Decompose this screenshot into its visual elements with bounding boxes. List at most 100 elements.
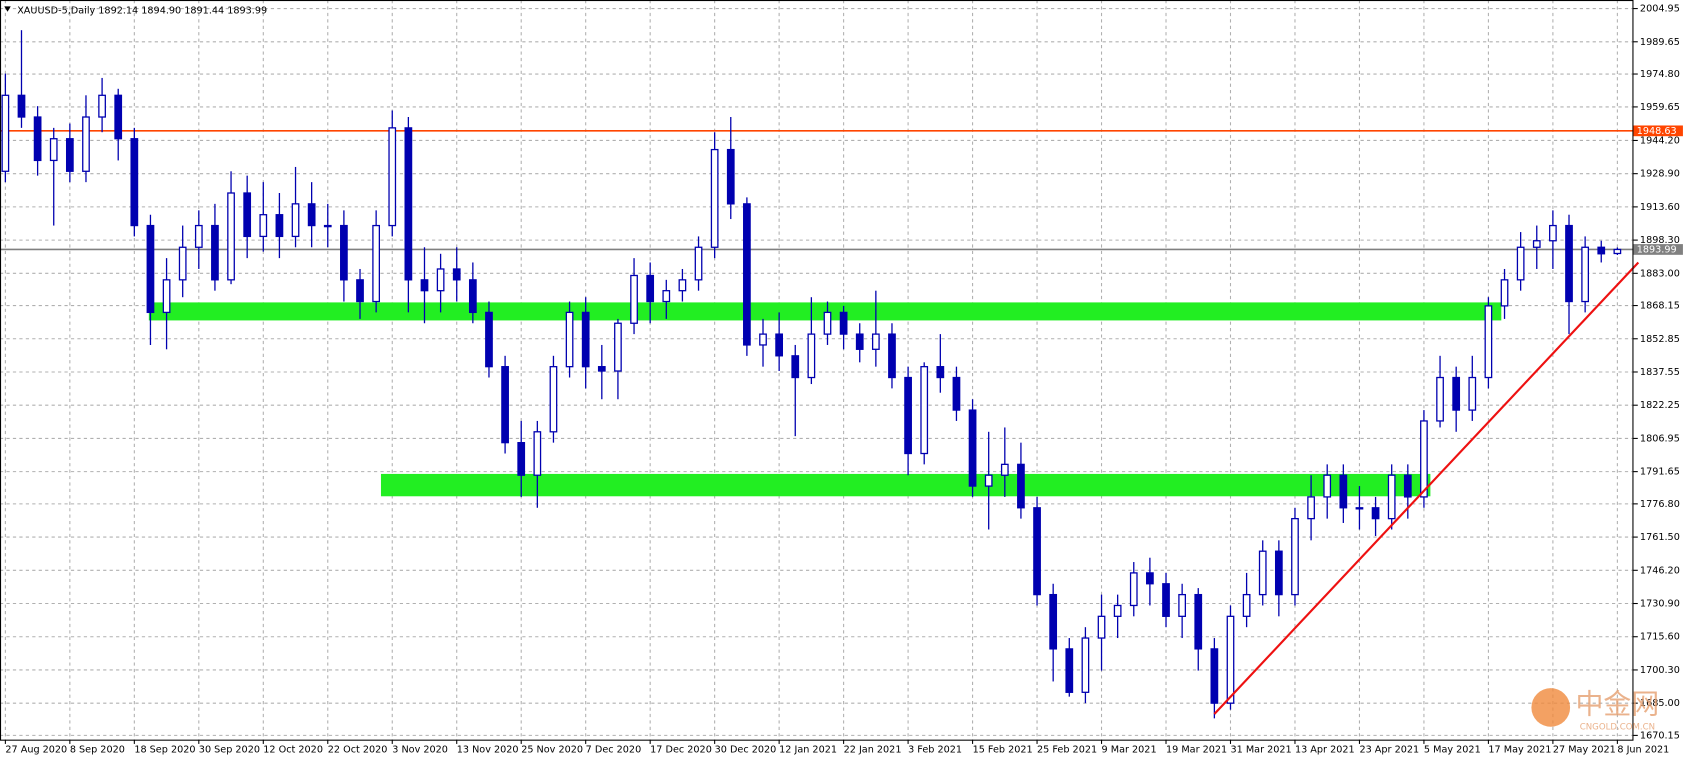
x-tick-label: 25 Nov 2020 — [521, 744, 583, 755]
candle-body — [597, 366, 606, 372]
candle-body — [888, 333, 896, 379]
x-tick-label: 8 Sep 2020 — [70, 744, 125, 755]
candle-body — [678, 279, 687, 292]
candle-body — [98, 94, 106, 118]
candle-body — [871, 333, 880, 350]
x-tick-label: 3 Nov 2020 — [392, 744, 448, 755]
x-tick-label: 22 Oct 2020 — [328, 744, 388, 755]
candle-body — [646, 274, 655, 303]
chart-title: XAUUSD-5,Daily 1892.14 1894.90 1891.44 1… — [17, 6, 267, 17]
x-tick-label: 12 Jan 2021 — [779, 744, 837, 755]
candle-body — [1033, 507, 1041, 596]
y-tick-label: 1837.55 — [1640, 367, 1680, 378]
candle-body — [307, 203, 316, 227]
candle-body — [581, 311, 590, 368]
candle-body — [420, 279, 429, 292]
candle-body — [791, 355, 800, 379]
y-tick-label: 1944.20 — [1640, 135, 1680, 146]
candle-body — [517, 442, 526, 476]
candle-body — [1146, 572, 1154, 585]
y-tick-label: 1898.30 — [1640, 235, 1680, 246]
candle-body — [1, 94, 10, 172]
x-tick-label: 7 Dec 2020 — [586, 744, 642, 755]
candle-body — [243, 192, 252, 238]
x-tick-label: 31 Mar 2021 — [1230, 744, 1291, 755]
x-tick-label: 22 Jan 2021 — [844, 744, 902, 755]
grid-layer — [0, 0, 1634, 740]
candle-body — [759, 333, 767, 346]
candle-body — [710, 148, 719, 248]
candle-body — [1581, 246, 1589, 303]
candle-body — [1017, 463, 1025, 509]
x-tick-label: 17 May 2021 — [1488, 744, 1551, 755]
x-tick-label: 13 Apr 2021 — [1295, 744, 1355, 755]
x-tick-label: 25 Feb 2021 — [1037, 744, 1097, 755]
mark-layer — [0, 30, 1640, 719]
candle-body — [259, 214, 268, 238]
candle-body — [1387, 474, 1396, 520]
candle-body — [1242, 593, 1251, 617]
candle-body — [1194, 593, 1203, 650]
y-tick-label: 1868.15 — [1640, 301, 1680, 312]
candle-body — [1613, 248, 1622, 255]
candle-body — [211, 224, 219, 281]
plot-frame — [0, 0, 1634, 741]
x-tick-label: 12 Oct 2020 — [263, 744, 323, 755]
candle-body — [227, 192, 235, 281]
y-tick-label: 1685.00 — [1640, 698, 1680, 709]
candle-body — [1532, 240, 1541, 248]
candle-body — [549, 366, 558, 433]
candle-body — [614, 322, 622, 372]
candle-body — [372, 224, 381, 303]
candle-body — [436, 268, 445, 292]
candle-body — [694, 246, 703, 281]
candle-body — [1274, 550, 1283, 596]
y-tick-label: 1700.30 — [1640, 665, 1680, 676]
x-tick-label: 27 Aug 2020 — [5, 744, 67, 755]
y-tick-label: 1715.60 — [1640, 632, 1680, 643]
candle-body — [565, 311, 574, 368]
candle-body — [1565, 224, 1573, 303]
candle-body — [1113, 604, 1122, 617]
candle-body — [1081, 637, 1090, 693]
candle-body — [1500, 279, 1509, 307]
level-tag — [1633, 125, 1683, 137]
candle-body — [1307, 496, 1315, 520]
watermark-subtitle: CNGOLD.COM.CN — [1580, 722, 1655, 732]
candle-body — [1226, 615, 1235, 704]
candle-body — [501, 366, 509, 444]
title-arrow — [4, 6, 11, 12]
candle-body — [323, 224, 332, 228]
candle-body — [485, 311, 493, 368]
candle-body — [630, 274, 638, 324]
candle-body — [533, 431, 542, 476]
x-tick-label: 5 May 2021 — [1424, 744, 1481, 755]
y-tick-label: 1776.80 — [1640, 499, 1680, 510]
candle-body — [178, 246, 187, 281]
candle-body — [1549, 224, 1557, 242]
candle-body — [1323, 474, 1332, 498]
candle-body — [1339, 474, 1348, 509]
candle-body — [1210, 648, 1219, 704]
candle-body — [1065, 648, 1074, 693]
y-tick-label: 1761.50 — [1640, 532, 1680, 543]
x-tick-label: 30 Sep 2020 — [199, 744, 260, 755]
candle-body — [839, 311, 848, 335]
candle-body — [855, 333, 864, 350]
candle-body — [1129, 572, 1138, 607]
candle-body — [1162, 583, 1170, 617]
y-tick-label: 1852.85 — [1640, 334, 1680, 345]
candle-body — [1049, 593, 1058, 650]
x-tick-label: 3 Feb 2021 — [908, 744, 962, 755]
candle-body — [1484, 305, 1493, 379]
candle-body — [114, 94, 123, 140]
candle-body — [1258, 550, 1267, 596]
candle-body — [1371, 507, 1380, 520]
support-zone — [380, 473, 1431, 497]
watermark-logo — [1531, 688, 1571, 727]
x-tick-label: 8 Jun 2021 — [1617, 744, 1669, 755]
level-tag — [1633, 244, 1683, 255]
candle-body — [82, 116, 90, 172]
